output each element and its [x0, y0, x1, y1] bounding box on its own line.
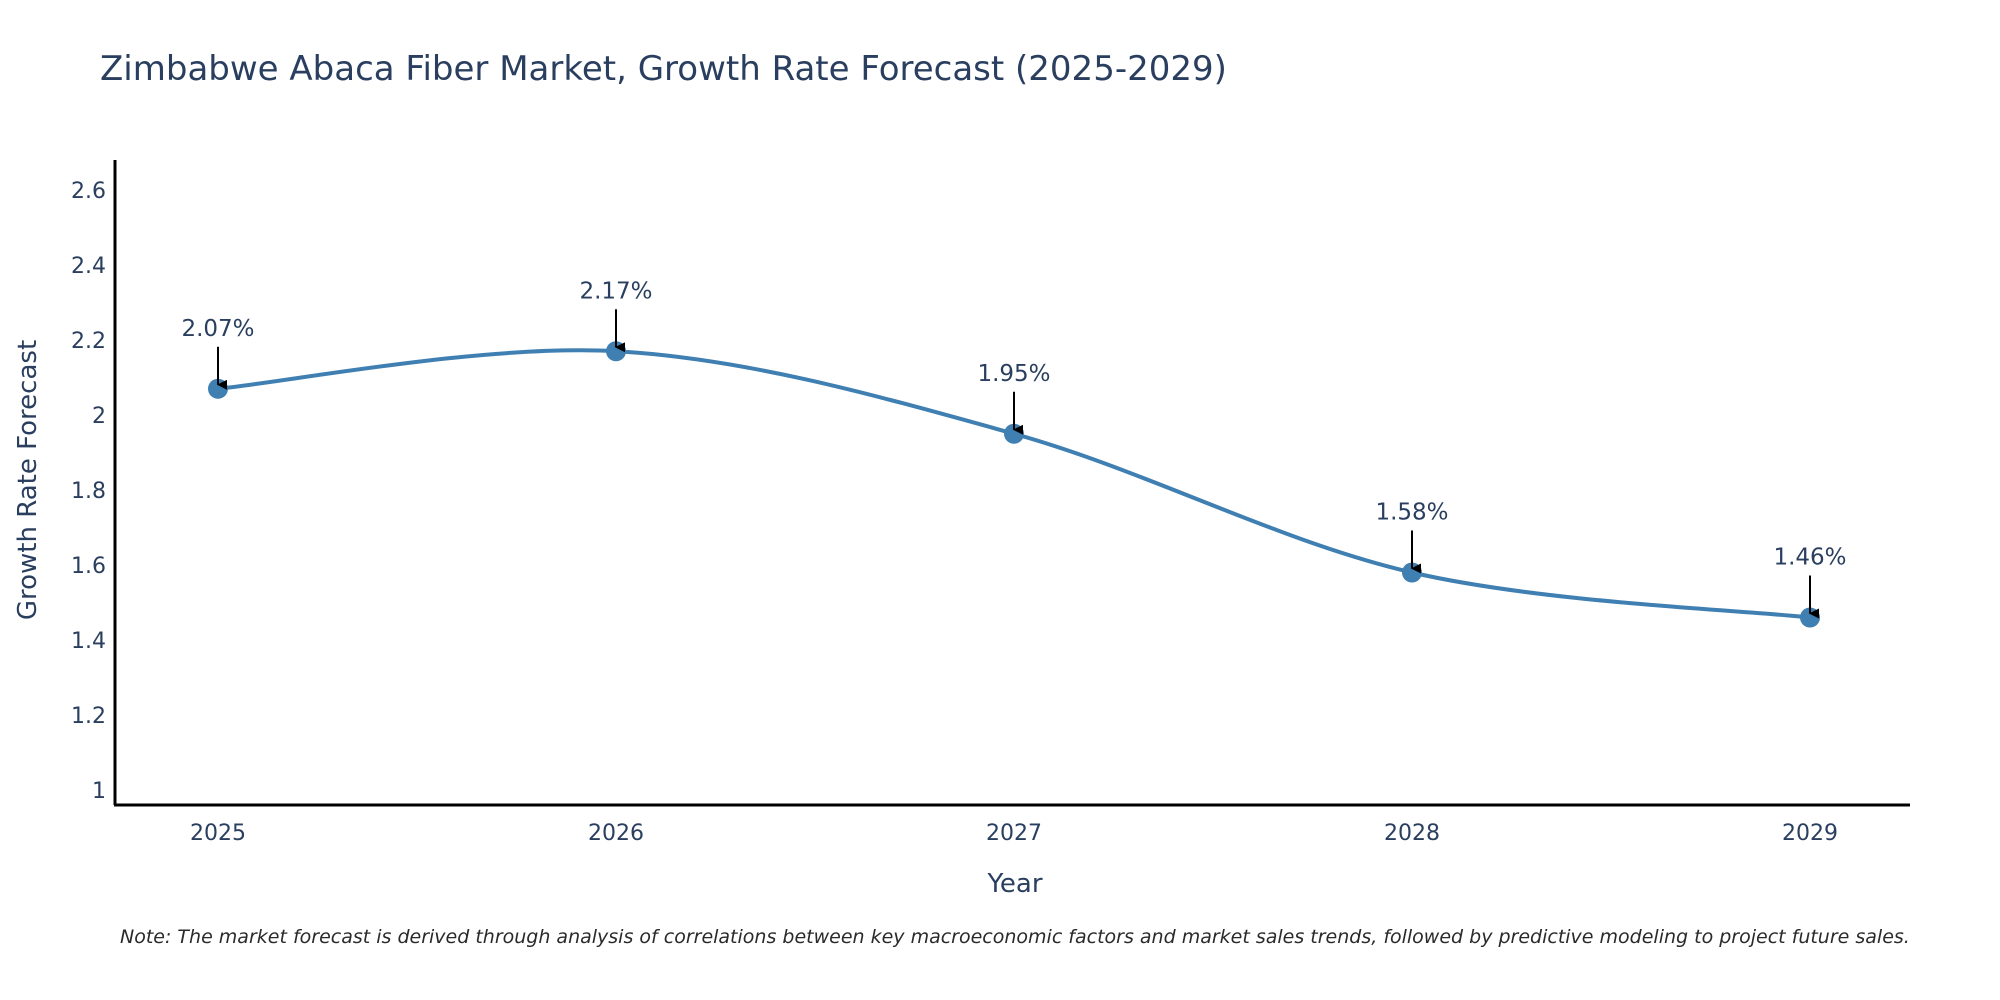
series-line [217, 348, 1811, 620]
data-label: 1.58% [1375, 500, 1448, 526]
chart-title: Zimbabwe Abaca Fiber Market, Growth Rate… [100, 49, 1227, 89]
x-tick-label: 2025 [190, 821, 246, 846]
y-tick-label: 1.4 [71, 629, 106, 654]
x-tick-label: 2027 [986, 821, 1042, 846]
data-label: 2.07% [181, 316, 254, 342]
y-tick-label: 1.2 [71, 704, 106, 729]
y-axis-title: Growth Rate Forecast [13, 340, 43, 620]
x-axis-ticks: 2025 2026 2027 2028 2029 [190, 821, 1838, 846]
y-tick-label: 2.4 [71, 254, 106, 279]
y-tick-label: 2 [92, 404, 106, 429]
x-tick-label: 2028 [1384, 821, 1440, 846]
y-axis-ticks: 1 1.2 1.4 1.6 1.8 2 2.2 2.4 2.6 [71, 179, 106, 804]
y-tick-label: 2.6 [71, 179, 106, 204]
y-tick-label: 1.6 [71, 554, 106, 579]
data-label: 1.46% [1773, 545, 1846, 571]
x-axis-title: Year [986, 869, 1042, 899]
footnote: Note: The market forecast is derived thr… [120, 926, 1910, 948]
data-label: 2.17% [579, 278, 652, 304]
data-label: 1.95% [977, 361, 1050, 387]
x-tick-label: 2026 [588, 821, 644, 846]
x-tick-label: 2029 [1782, 821, 1838, 846]
y-tick-label: 1.8 [71, 479, 106, 504]
data-labels: 2.07% 2.17% 1.95% 1.58% 1.46% [181, 278, 1847, 619]
y-tick-label: 1 [92, 779, 106, 804]
y-tick-label: 2.2 [71, 329, 106, 354]
